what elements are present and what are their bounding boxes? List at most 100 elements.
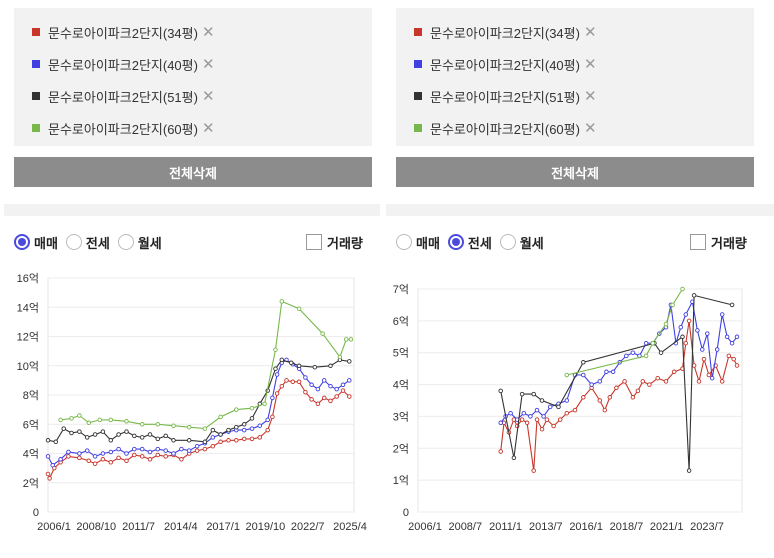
remove-icon[interactable]: ✕ xyxy=(201,120,215,137)
data-point xyxy=(643,353,649,359)
divider xyxy=(4,204,380,216)
data-point xyxy=(274,391,280,396)
data-point xyxy=(194,443,200,449)
remove-icon[interactable]: ✕ xyxy=(201,88,215,105)
legend-swatch xyxy=(414,92,422,100)
data-point xyxy=(139,446,145,452)
data-point xyxy=(171,451,176,456)
radio-selected-icon[interactable] xyxy=(447,234,464,250)
radio-empty-icon[interactable] xyxy=(499,234,516,250)
x-tick-label: 2025/4 xyxy=(333,521,367,533)
data-point xyxy=(92,454,98,459)
data-point xyxy=(709,375,715,381)
clear-all-button[interactable]: 전체삭제 xyxy=(14,157,372,187)
data-point xyxy=(50,462,55,468)
volume-checkbox[interactable]: 거래량 xyxy=(306,232,363,252)
legend-item-60: 문수로아이파크2단지(60평) ✕ xyxy=(32,118,215,138)
radio-sale[interactable]: 매매 xyxy=(396,233,440,252)
radio-monthly[interactable]: 월세 xyxy=(499,233,544,252)
data-point xyxy=(100,451,106,456)
remove-icon[interactable]: ✕ xyxy=(583,120,597,137)
radio-empty-icon[interactable] xyxy=(117,234,134,250)
data-point xyxy=(663,321,669,327)
data-point xyxy=(279,299,285,304)
data-point xyxy=(45,454,51,459)
y-tick-label: 6억 xyxy=(393,315,409,328)
data-point xyxy=(581,372,586,378)
data-point xyxy=(539,398,545,403)
y-tick-label: 0 xyxy=(33,507,39,519)
data-point xyxy=(581,395,586,400)
remove-icon[interactable]: ✕ xyxy=(201,24,215,41)
deal-type-group: 매매 전세 월세 xyxy=(396,232,552,252)
data-point xyxy=(241,422,247,427)
volume-checkbox[interactable]: 거래량 xyxy=(690,232,747,252)
data-point xyxy=(734,363,740,368)
radio-jeonse[interactable]: 전세 xyxy=(447,233,492,252)
data-point xyxy=(234,407,239,412)
data-point xyxy=(210,443,216,449)
checkbox-icon[interactable] xyxy=(306,234,322,250)
data-point xyxy=(607,395,613,400)
data-point xyxy=(92,461,98,466)
data-point xyxy=(705,331,710,336)
clear-all-button[interactable]: 전체삭제 xyxy=(396,157,754,187)
radio-empty-icon[interactable] xyxy=(65,234,82,250)
data-point xyxy=(132,452,137,458)
data-point xyxy=(100,457,106,462)
data-point xyxy=(92,432,98,437)
data-point xyxy=(691,363,697,368)
data-point xyxy=(290,379,296,385)
remove-icon[interactable]: ✕ xyxy=(583,88,597,105)
radio-empty-icon[interactable] xyxy=(396,234,412,250)
legend-label: 문수로아이파크2단지(51평) xyxy=(48,89,198,105)
data-point xyxy=(296,363,302,369)
data-point xyxy=(320,331,325,336)
remove-icon[interactable]: ✕ xyxy=(583,24,597,41)
x-tick-label: 2013/7 xyxy=(529,521,563,533)
data-point xyxy=(340,382,346,388)
data-point xyxy=(729,302,735,308)
data-point xyxy=(334,394,339,399)
data-point xyxy=(186,424,192,430)
data-point xyxy=(551,423,556,429)
data-point xyxy=(557,417,563,422)
x-tick-label: 2011/1 xyxy=(489,521,522,533)
data-point xyxy=(524,420,530,426)
data-point xyxy=(315,401,321,407)
checkbox-icon[interactable] xyxy=(690,234,706,250)
legend-item-40: 문수로아이파크2단지(40평) ✕ xyxy=(32,54,215,74)
data-point xyxy=(147,449,153,455)
data-point xyxy=(179,457,184,462)
data-point xyxy=(343,337,349,342)
radio-monthly[interactable]: 월세 xyxy=(117,233,162,252)
remove-icon[interactable]: ✕ xyxy=(583,56,597,73)
data-point xyxy=(116,446,121,452)
radio-jeonse[interactable]: 전세 xyxy=(65,233,110,252)
radio-label: 매매 xyxy=(416,235,440,251)
data-point xyxy=(171,438,176,443)
radio-selected-icon[interactable] xyxy=(14,234,30,250)
radio-label: 전세 xyxy=(85,235,110,251)
data-point xyxy=(147,457,153,462)
legend-swatch xyxy=(414,60,422,68)
y-tick-label: 10억 xyxy=(17,360,39,373)
y-tick-label: 6억 xyxy=(23,418,39,431)
data-point xyxy=(53,439,59,445)
remove-icon[interactable]: ✕ xyxy=(201,56,215,73)
x-tick-label: 2023/7 xyxy=(690,521,724,533)
data-point xyxy=(581,360,586,365)
data-point xyxy=(77,455,82,461)
data-point xyxy=(328,383,333,389)
data-point xyxy=(84,448,90,453)
data-point xyxy=(498,449,503,454)
data-point xyxy=(226,438,231,443)
data-point xyxy=(132,446,137,452)
legend-box: 문수로아이파크2단지(34평) ✕ 문수로아이파크2단지(40평) ✕ 문수로아… xyxy=(396,8,754,146)
radio-sale[interactable]: 매매 xyxy=(14,233,58,252)
data-point xyxy=(528,414,533,419)
y-tick-label: 5억 xyxy=(393,347,409,360)
jeonse-price-chart: 0 1억 2억 3억 4억 5억 6억 7억 2006/1 2008/7 2011/1 2013/7 2… xyxy=(393,283,743,533)
data-point xyxy=(284,378,289,383)
data-point xyxy=(273,347,278,352)
